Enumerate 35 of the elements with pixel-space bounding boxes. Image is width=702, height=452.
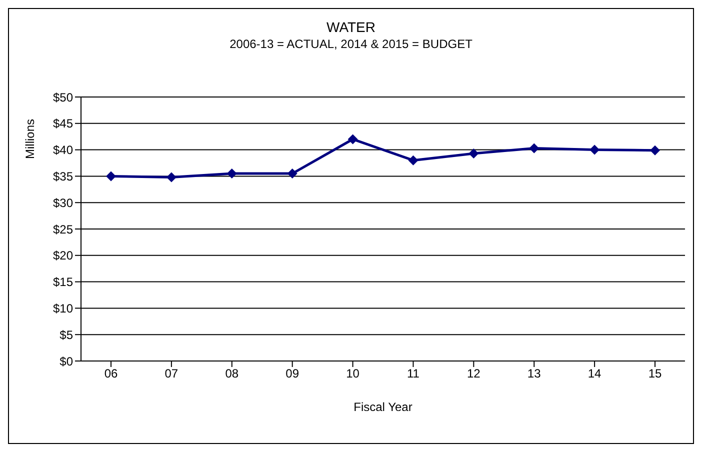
y-tick-label: $5 — [60, 328, 74, 342]
x-tick-label: 08 — [225, 366, 239, 381]
x-tick-label: 15 — [648, 366, 662, 381]
point — [287, 168, 298, 179]
point — [529, 143, 540, 154]
y-tick-label: $50 — [52, 90, 74, 104]
point — [226, 168, 237, 179]
y-tick-label: $45 — [52, 116, 74, 131]
y-tick-label: $0 — [60, 354, 74, 368]
y-tick-label: $10 — [52, 301, 74, 316]
point — [590, 144, 600, 155]
x-tick-label: 13 — [527, 366, 542, 381]
x-tick-label: 14 — [588, 366, 602, 381]
point — [468, 148, 479, 158]
point — [166, 172, 176, 182]
y-axis-title: Millions — [23, 118, 37, 159]
point — [106, 171, 116, 182]
x-axis-title: Fiscal Year — [354, 400, 412, 414]
x-tick-label: 11 — [406, 366, 420, 381]
y-tick-label: $30 — [52, 196, 74, 210]
y-tick-label: $25 — [52, 222, 74, 236]
chart-title: WATER — [326, 19, 376, 35]
point — [348, 134, 358, 144]
y-tick-label: $15 — [52, 275, 74, 290]
y-tick-label: $35 — [52, 169, 74, 184]
x-tick-label: 12 — [466, 366, 481, 381]
point — [408, 155, 418, 166]
x-tick-label: 10 — [346, 366, 360, 381]
x-tick-label: 07 — [164, 366, 178, 381]
x-tick-label: 06 — [104, 366, 118, 381]
y-tick-label: $20 — [52, 248, 74, 263]
x-tick-label: 09 — [286, 366, 300, 381]
chart-subtitle: 2006-13 = ACTUAL, 2014 & 2015 = BUDGET — [228, 37, 474, 51]
y-tick-label: $40 — [52, 143, 74, 158]
point — [650, 145, 660, 156]
